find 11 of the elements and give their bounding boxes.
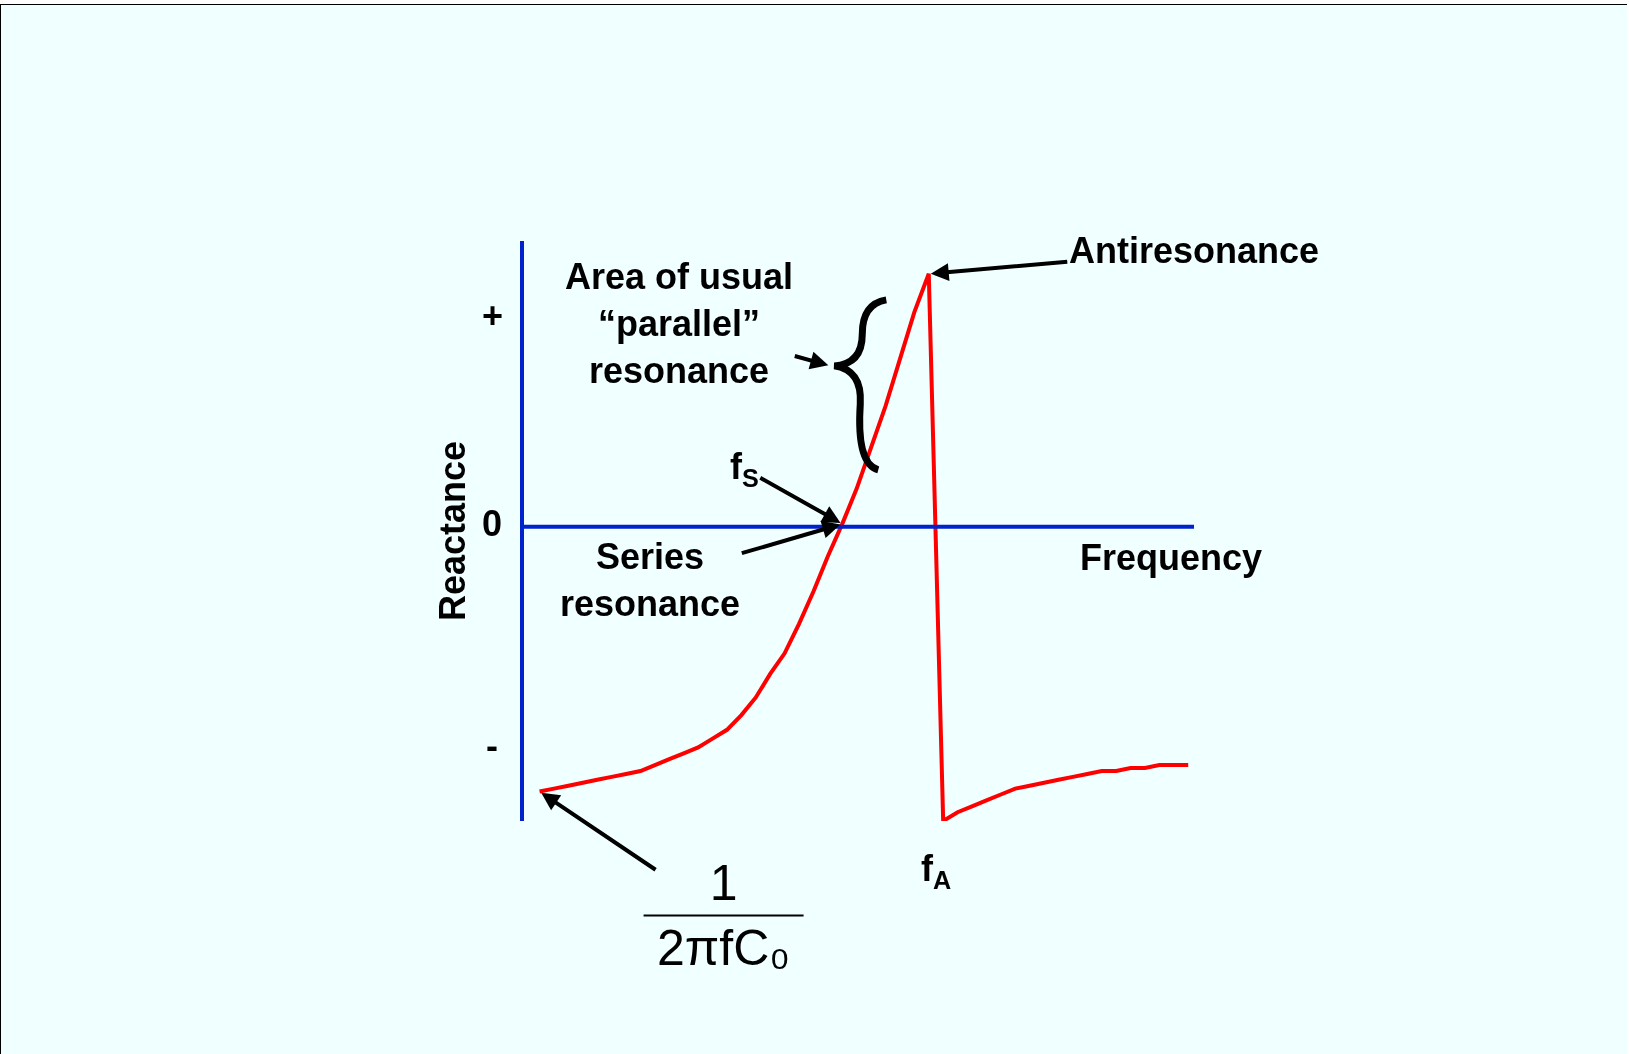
annotation: Area of usual “parallel” resonance (565, 256, 794, 391)
text: - (486, 725, 498, 766)
text: Antiresonance (1069, 230, 1320, 271)
text: 1 2πfC₀ (657, 855, 791, 976)
text: 0 (482, 503, 503, 544)
text: + (482, 295, 504, 336)
y-axis-title: Reactance (432, 440, 474, 622)
annotation: Series resonance (560, 536, 741, 624)
annotation: f$_{S}$ (730, 446, 759, 492)
x-axis-title: Frequency (1080, 537, 1263, 578)
text: f$_{A}$ (921, 848, 952, 894)
